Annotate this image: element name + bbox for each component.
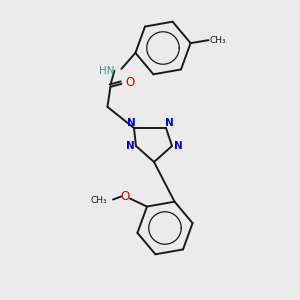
- Text: CH₃: CH₃: [90, 196, 107, 205]
- Text: N: N: [126, 141, 134, 151]
- Text: HN: HN: [99, 66, 114, 76]
- Text: N: N: [165, 118, 173, 128]
- Text: N: N: [127, 118, 135, 128]
- Text: O: O: [125, 76, 135, 89]
- Text: O: O: [120, 190, 130, 203]
- Text: CH₃: CH₃: [210, 36, 226, 45]
- Text: N: N: [174, 141, 182, 151]
